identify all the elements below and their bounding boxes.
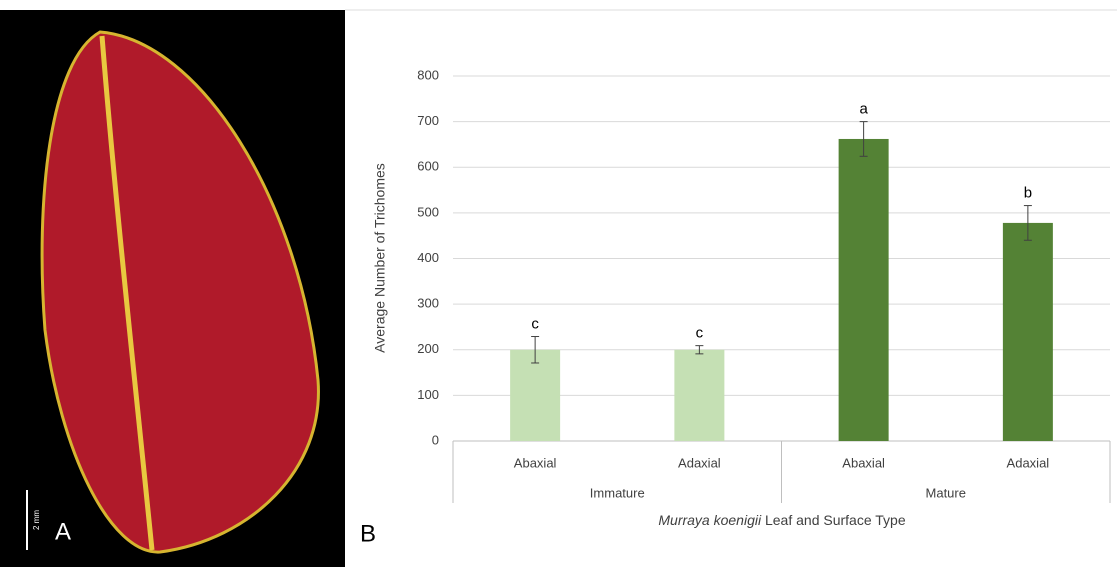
leaf-midrib xyxy=(99,35,155,551)
significance-label: c xyxy=(696,325,704,342)
scale-bar-label: 2 mm xyxy=(32,510,41,530)
x-tick-label: Abaxial xyxy=(514,455,557,470)
y-tick-label: 700 xyxy=(417,113,439,128)
significance-label: b xyxy=(1024,185,1032,202)
bar xyxy=(674,349,725,441)
bar xyxy=(510,349,561,441)
y-tick-label: 200 xyxy=(417,341,439,356)
significance-label: c xyxy=(531,315,539,332)
x-axis-title-italic: Murraya koenigii xyxy=(658,512,762,528)
panel-label: B xyxy=(360,520,376,547)
y-tick-label: 600 xyxy=(417,159,439,174)
group-label: Immature xyxy=(590,485,645,500)
y-tick-label: 400 xyxy=(417,250,439,265)
y-tick-label: 300 xyxy=(417,296,439,311)
x-tick-label: Adaxial xyxy=(1007,455,1050,470)
y-tick-label: 0 xyxy=(432,432,439,447)
bar xyxy=(838,138,889,441)
y-tick-label: 800 xyxy=(417,67,439,82)
bar xyxy=(1002,222,1053,441)
group-label: Mature xyxy=(926,485,966,500)
y-tick-label: 100 xyxy=(417,387,439,402)
significance-label: a xyxy=(859,101,868,118)
panel-label: A xyxy=(55,518,71,545)
x-tick-label: Adaxial xyxy=(678,455,721,470)
x-axis-title-rest: Leaf and Surface Type xyxy=(765,512,906,528)
y-axis-title: Average Number of Trichomes xyxy=(372,163,388,353)
y-tick-label: 500 xyxy=(417,204,439,219)
x-tick-label: Abaxial xyxy=(842,455,885,470)
x-axis-title: Murraya koenigii Leaf and Surface Type xyxy=(658,512,905,528)
